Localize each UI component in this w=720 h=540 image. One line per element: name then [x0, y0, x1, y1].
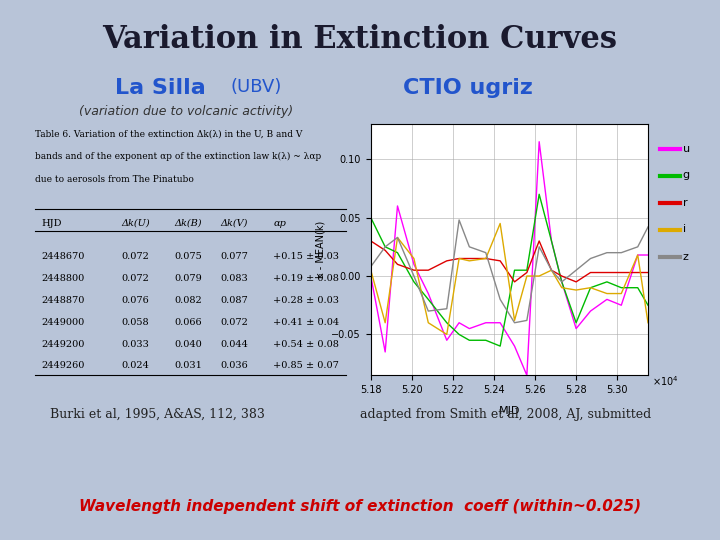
- Text: adapted from Smith et al, 2008, AJ, submitted: adapted from Smith et al, 2008, AJ, subm…: [360, 408, 652, 421]
- Text: 2448800: 2448800: [42, 274, 85, 283]
- Y-axis label: k - MEAN(k): k - MEAN(k): [316, 221, 326, 279]
- Text: 2448670: 2448670: [42, 252, 85, 261]
- Text: 0.024: 0.024: [121, 361, 149, 370]
- Text: 0.066: 0.066: [174, 318, 202, 327]
- X-axis label: MJD: MJD: [499, 406, 520, 416]
- Text: g: g: [683, 171, 690, 180]
- Text: 0.031: 0.031: [174, 361, 202, 370]
- Text: Δk(B): Δk(B): [174, 219, 202, 228]
- Text: Δk(U): Δk(U): [121, 219, 150, 228]
- Text: due to aerosols from The Pinatubo: due to aerosols from The Pinatubo: [35, 176, 194, 184]
- Text: 0.072: 0.072: [121, 252, 149, 261]
- Text: bands and of the exponent αp of the extinction law k(λ) ~ λαp: bands and of the exponent αp of the exti…: [35, 152, 321, 161]
- Text: 0.058: 0.058: [121, 318, 148, 327]
- Text: Table 6. Variation of the extinction Δk(λ) in the U, B and V: Table 6. Variation of the extinction Δk(…: [35, 129, 302, 138]
- Text: 0.036: 0.036: [220, 361, 248, 370]
- Text: u: u: [683, 144, 690, 153]
- Text: 0.075: 0.075: [174, 252, 202, 261]
- Text: 0.072: 0.072: [220, 318, 248, 327]
- Text: Wavelength independent shift of extinction  coeff (within~0.025): Wavelength independent shift of extincti…: [79, 500, 641, 515]
- Text: 0.040: 0.040: [174, 340, 202, 348]
- Text: 0.072: 0.072: [121, 274, 149, 283]
- Text: 0.077: 0.077: [220, 252, 248, 261]
- Text: +0.28 ± 0.03: +0.28 ± 0.03: [274, 296, 339, 305]
- Text: 2449200: 2449200: [42, 340, 85, 348]
- Text: La Silla: La Silla: [115, 78, 214, 98]
- Text: HJD: HJD: [42, 219, 62, 228]
- Text: r: r: [683, 198, 687, 207]
- Text: +0.41 ± 0.04: +0.41 ± 0.04: [274, 318, 339, 327]
- Text: 0.083: 0.083: [220, 274, 248, 283]
- Text: 0.082: 0.082: [174, 296, 202, 305]
- Text: 0.087: 0.087: [220, 296, 248, 305]
- Text: 0.079: 0.079: [174, 274, 202, 283]
- Text: 2449000: 2449000: [42, 318, 85, 327]
- Text: z: z: [683, 252, 688, 261]
- Text: Δk(V): Δk(V): [220, 219, 248, 228]
- Text: 0.044: 0.044: [220, 340, 248, 348]
- Text: Variation in Extinction Curves: Variation in Extinction Curves: [102, 24, 618, 55]
- Text: +0.15 ± 0.03: +0.15 ± 0.03: [274, 252, 339, 261]
- Text: (UBV): (UBV): [230, 78, 282, 96]
- Text: 2449260: 2449260: [42, 361, 85, 370]
- Text: (variation due to volcanic activity): (variation due to volcanic activity): [79, 105, 293, 118]
- Text: +0.54 ± 0.08: +0.54 ± 0.08: [274, 340, 339, 348]
- Text: +0.85 ± 0.07: +0.85 ± 0.07: [274, 361, 339, 370]
- Text: 2448870: 2448870: [42, 296, 85, 305]
- Text: i: i: [683, 225, 685, 234]
- Text: αp: αp: [274, 219, 286, 228]
- Text: +0.19 ± 0.08: +0.19 ± 0.08: [274, 274, 339, 283]
- Text: 0.033: 0.033: [121, 340, 149, 348]
- Text: 0.076: 0.076: [121, 296, 149, 305]
- Text: Burki et al, 1995, A&AS, 112, 383: Burki et al, 1995, A&AS, 112, 383: [50, 408, 265, 421]
- Text: $\times 10^4$: $\times 10^4$: [652, 374, 678, 388]
- Text: CTIO ugriz: CTIO ugriz: [403, 78, 533, 98]
